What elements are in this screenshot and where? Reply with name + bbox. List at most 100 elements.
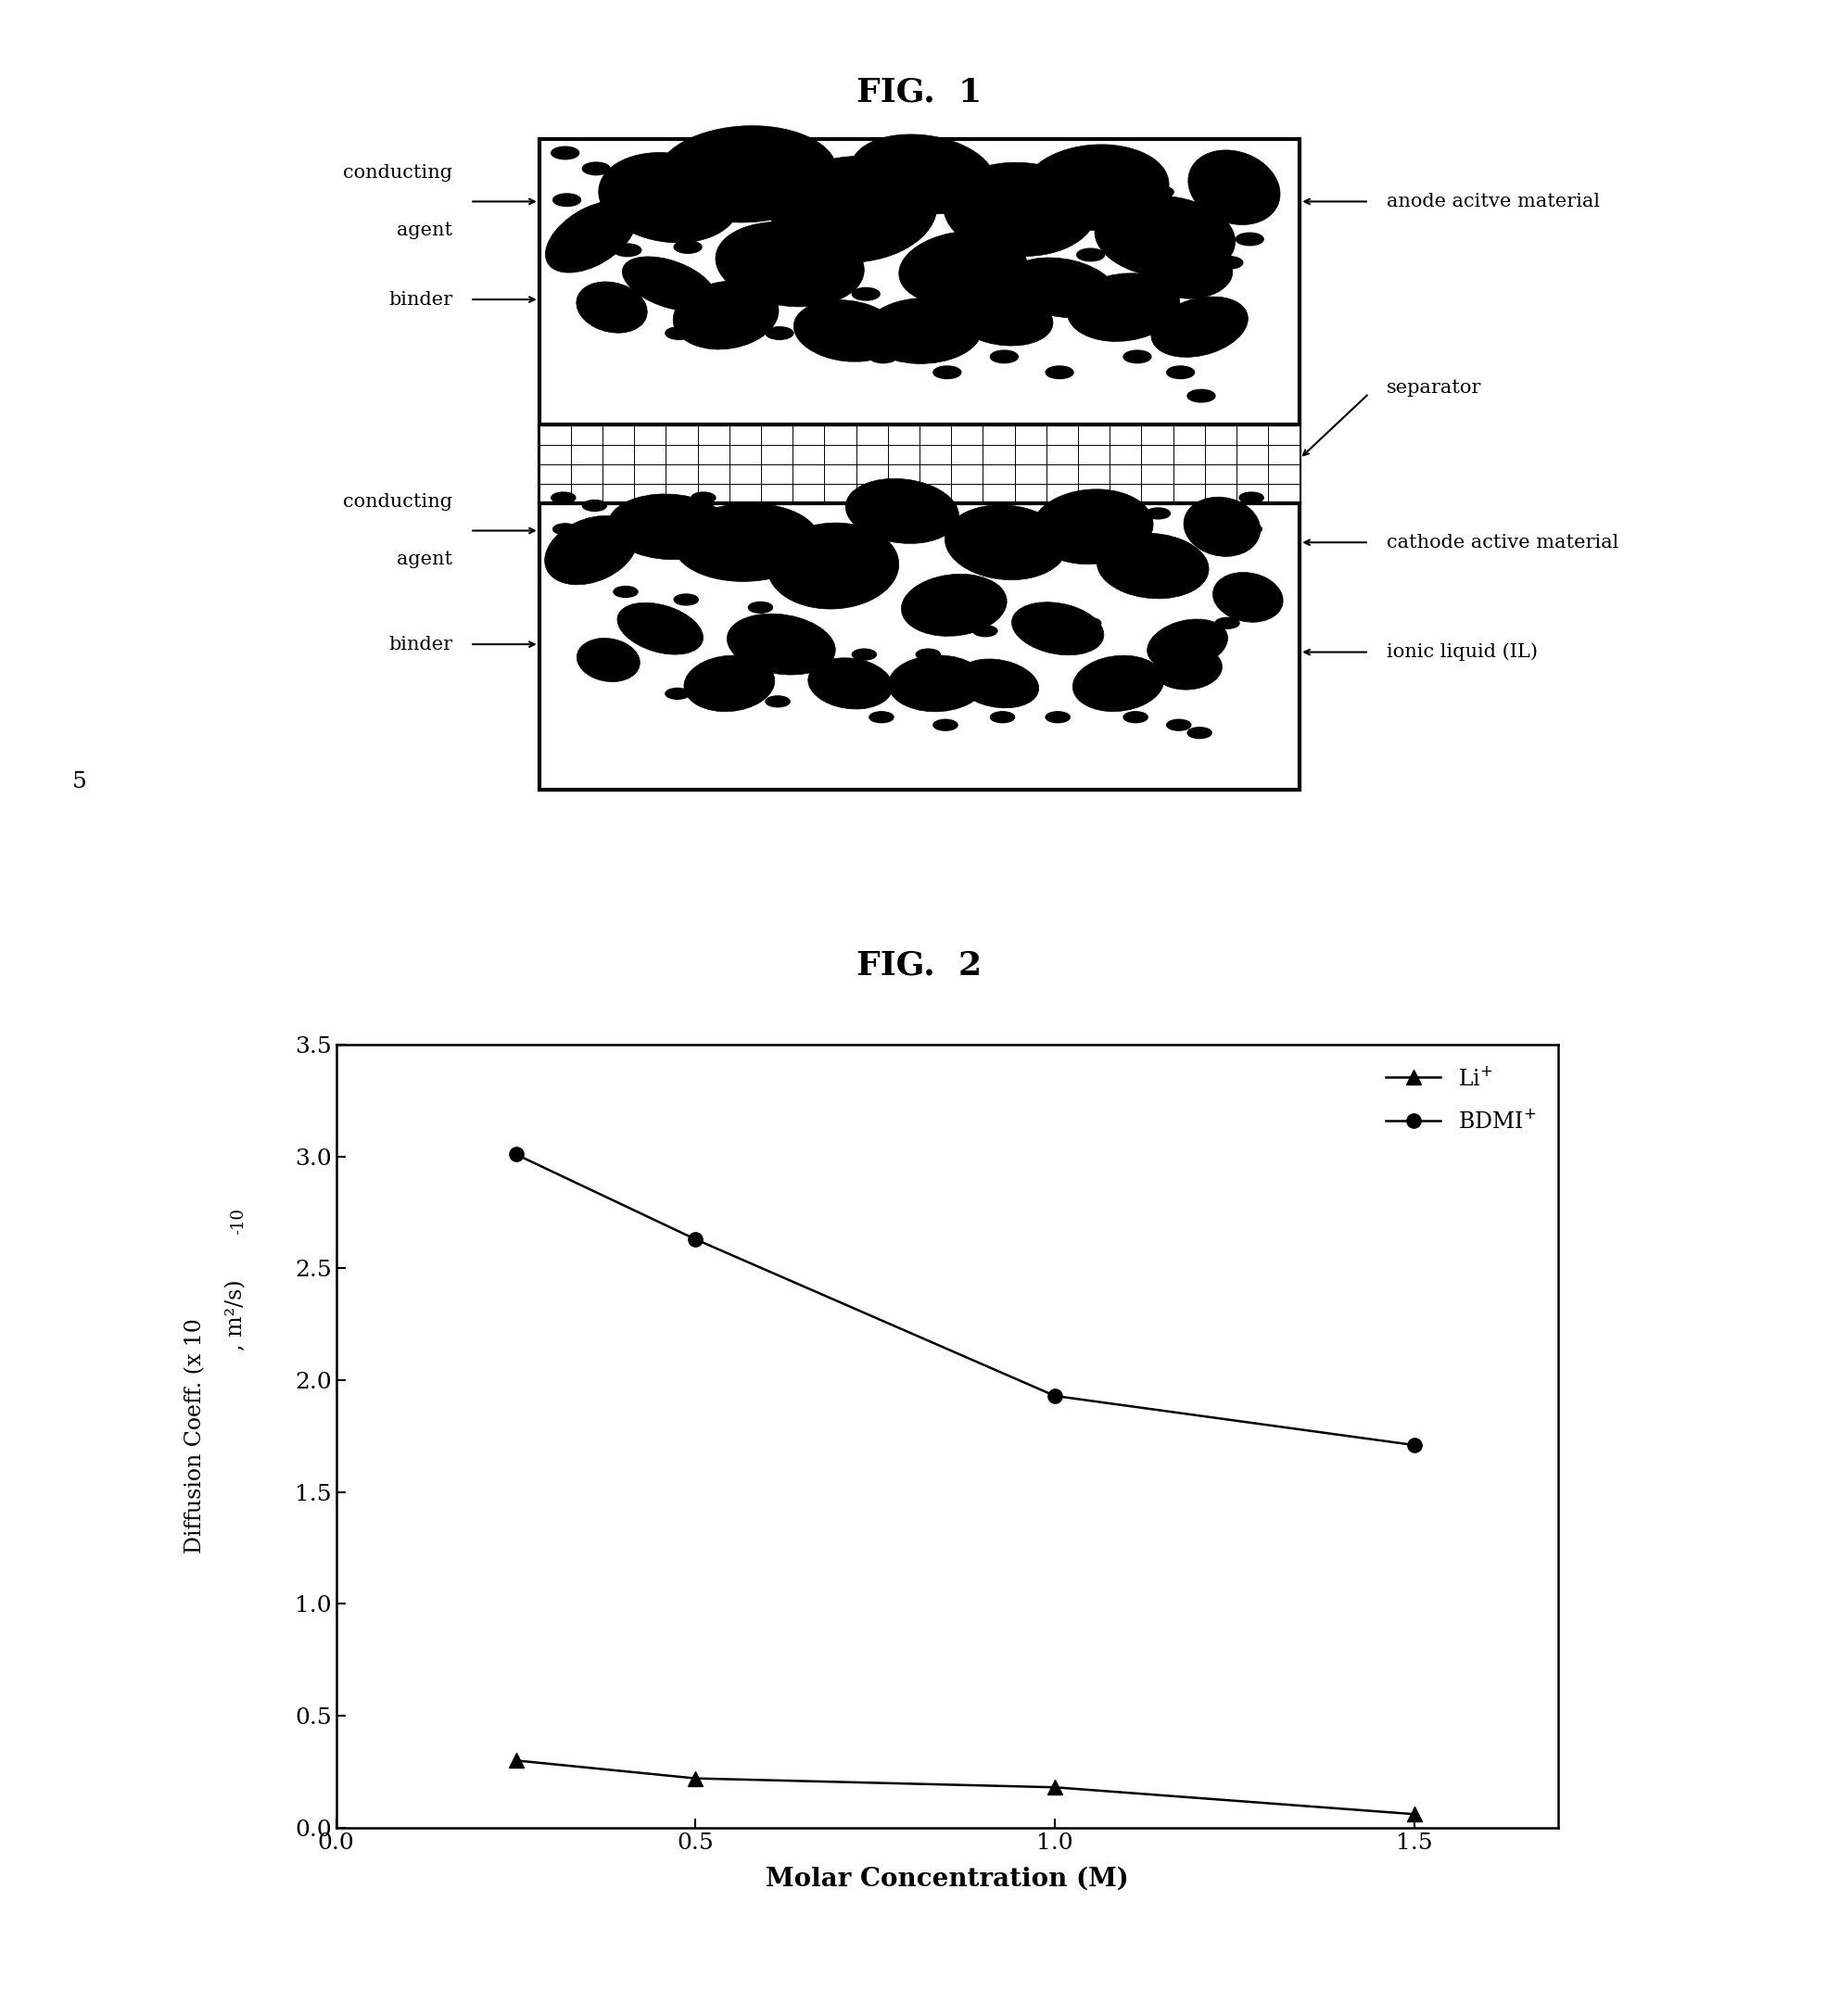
Text: FIG.  2: FIG. 2 — [857, 950, 982, 982]
Ellipse shape — [544, 516, 638, 585]
Circle shape — [916, 649, 940, 659]
Circle shape — [554, 194, 581, 206]
Circle shape — [1046, 712, 1070, 722]
Circle shape — [614, 587, 638, 597]
Ellipse shape — [956, 659, 1039, 708]
Text: separator: separator — [1387, 379, 1480, 397]
Ellipse shape — [598, 153, 739, 242]
Circle shape — [552, 492, 576, 504]
Text: cathode active material: cathode active material — [1387, 534, 1618, 550]
Ellipse shape — [673, 504, 820, 581]
Circle shape — [1046, 367, 1074, 379]
Ellipse shape — [726, 613, 835, 675]
Circle shape — [794, 657, 818, 667]
Ellipse shape — [673, 280, 778, 349]
Ellipse shape — [1094, 196, 1236, 278]
Text: ionic liquid (IL): ionic liquid (IL) — [1387, 643, 1537, 661]
Ellipse shape — [1148, 619, 1228, 669]
Circle shape — [1078, 617, 1102, 629]
Ellipse shape — [953, 288, 1054, 347]
Circle shape — [1216, 617, 1239, 629]
Circle shape — [1146, 508, 1170, 518]
Ellipse shape — [1006, 258, 1116, 319]
Circle shape — [934, 720, 958, 730]
Circle shape — [748, 603, 772, 613]
Circle shape — [1124, 351, 1151, 363]
Text: , m²/s): , m²/s) — [226, 1280, 246, 1351]
Circle shape — [691, 492, 715, 504]
Circle shape — [675, 595, 699, 605]
Ellipse shape — [609, 494, 730, 560]
Circle shape — [794, 288, 822, 300]
Circle shape — [1078, 248, 1105, 262]
Ellipse shape — [1067, 274, 1181, 341]
Circle shape — [1024, 633, 1048, 645]
Circle shape — [1216, 256, 1243, 268]
Circle shape — [973, 625, 997, 637]
Ellipse shape — [1072, 655, 1164, 712]
Circle shape — [1166, 720, 1192, 730]
Ellipse shape — [943, 163, 1096, 256]
Text: Diffusion Coeff. (x 10: Diffusion Coeff. (x 10 — [186, 1318, 206, 1554]
Circle shape — [691, 155, 719, 167]
Circle shape — [1188, 389, 1216, 401]
Circle shape — [1024, 272, 1052, 284]
Circle shape — [631, 177, 658, 192]
Ellipse shape — [576, 282, 647, 333]
Circle shape — [934, 367, 962, 379]
Circle shape — [991, 351, 1019, 363]
Circle shape — [1094, 696, 1118, 708]
Circle shape — [1124, 712, 1148, 722]
Circle shape — [1239, 163, 1267, 175]
Ellipse shape — [846, 478, 958, 544]
Ellipse shape — [715, 222, 864, 306]
Circle shape — [1239, 492, 1263, 504]
Circle shape — [666, 327, 693, 339]
Ellipse shape — [546, 202, 636, 272]
Legend: Li$^{+}$, BDMI$^{+}$: Li$^{+}$, BDMI$^{+}$ — [1376, 1056, 1547, 1143]
Circle shape — [631, 516, 655, 526]
Circle shape — [765, 696, 789, 708]
Ellipse shape — [864, 298, 982, 363]
Ellipse shape — [901, 575, 1006, 637]
Bar — [539, 425, 1300, 504]
Ellipse shape — [807, 657, 892, 710]
Ellipse shape — [1184, 498, 1260, 556]
Ellipse shape — [1151, 296, 1249, 357]
Text: agent: agent — [397, 222, 452, 238]
Ellipse shape — [577, 639, 640, 681]
Text: -10: -10 — [230, 1208, 246, 1234]
Ellipse shape — [899, 232, 1026, 304]
Circle shape — [748, 226, 776, 238]
Circle shape — [1236, 234, 1263, 246]
Ellipse shape — [888, 655, 986, 712]
Bar — [539, 139, 1300, 788]
X-axis label: Molar Concentration (M): Molar Concentration (M) — [765, 1867, 1129, 1891]
Text: anode acitve material: anode acitve material — [1387, 194, 1600, 210]
Ellipse shape — [794, 300, 899, 361]
Circle shape — [870, 351, 897, 363]
Circle shape — [851, 649, 875, 659]
Ellipse shape — [767, 522, 899, 609]
Circle shape — [570, 554, 594, 566]
Ellipse shape — [1153, 248, 1232, 298]
Ellipse shape — [657, 125, 837, 222]
Ellipse shape — [618, 603, 702, 655]
Text: 5: 5 — [72, 770, 86, 792]
Circle shape — [1188, 728, 1212, 738]
Ellipse shape — [684, 655, 774, 712]
Ellipse shape — [1032, 490, 1153, 564]
Circle shape — [870, 712, 894, 722]
Text: conducting: conducting — [344, 494, 452, 512]
Circle shape — [765, 327, 793, 339]
Text: binder: binder — [388, 635, 452, 653]
Ellipse shape — [1188, 149, 1280, 226]
Text: FIG.  1: FIG. 1 — [857, 77, 982, 107]
Circle shape — [973, 264, 1000, 276]
Circle shape — [675, 240, 702, 254]
Circle shape — [554, 524, 577, 534]
Text: conducting: conducting — [344, 165, 452, 181]
Circle shape — [1146, 185, 1173, 198]
Circle shape — [583, 163, 611, 175]
Text: agent: agent — [397, 550, 452, 569]
